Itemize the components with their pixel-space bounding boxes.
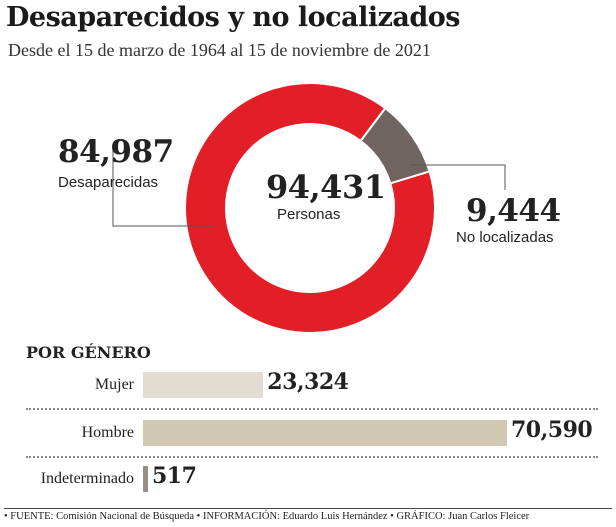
donut-total-value: 94,431 (266, 168, 386, 206)
gender-value: 70,590 (511, 417, 593, 443)
not-located-value: 9,444 (466, 193, 561, 229)
gender-bar (143, 420, 507, 446)
missing-value: 84,987 (58, 134, 174, 170)
donut-total-label: Personas (277, 206, 341, 223)
gender-row-hombre: Hombre 70,590 (0, 416, 616, 456)
leader-line-not-located (410, 164, 506, 190)
gender-label: Mujer (94, 376, 134, 393)
gender-label: Indeterminado (40, 470, 134, 487)
chart-subtitle: Desde el 15 de marzo de 1964 al 15 de no… (8, 40, 431, 60)
donut-slice-missing (184, 82, 436, 334)
gender-row-mujer: Mujer 23,324 (0, 368, 616, 408)
donut-chart (112, 82, 506, 334)
missing-label: Desaparecidas (58, 174, 159, 191)
gender-bar (143, 372, 264, 398)
chart-title: Desaparecidos y no localizados (6, 2, 461, 33)
gender-bar (143, 466, 148, 492)
gender-section-heading: POR GÉNERO (26, 343, 151, 362)
not-located-label: No localizadas (456, 229, 554, 246)
gender-value: 23,324 (267, 369, 349, 395)
leader-line-missing (112, 150, 215, 227)
footer-divider (4, 508, 612, 509)
gender-label: Hombre (81, 424, 134, 441)
gender-value: 517 (152, 463, 197, 489)
source-credit: • FUENTE: Comisión Nacional de Búsqueda … (4, 511, 530, 522)
row-divider (26, 408, 598, 410)
row-divider (26, 456, 598, 458)
gender-row-indeterminado: Indeterminado 517 (0, 462, 616, 502)
